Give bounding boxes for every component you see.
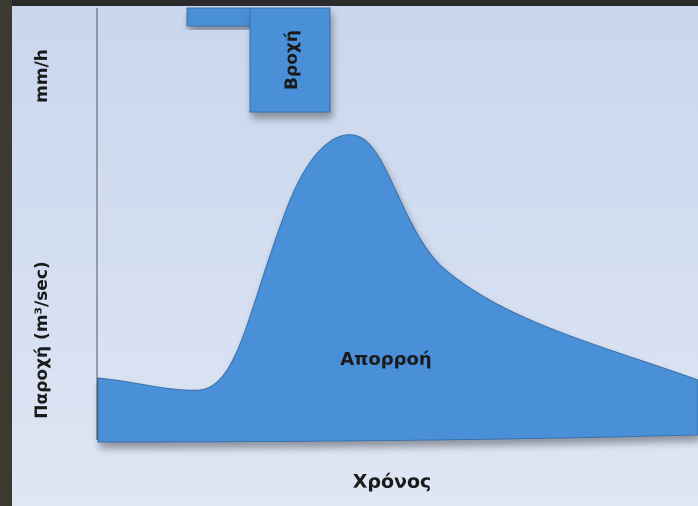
photo-edge <box>0 0 12 506</box>
flow-axis-label: Παροχή (m³/sec) <box>32 261 52 418</box>
rain-label: Βροχή <box>282 30 302 90</box>
top-border <box>12 0 698 6</box>
page: {"rain_axis_label": "mm/h", "rain_label"… <box>0 0 698 506</box>
runoff-label: Απορροή <box>340 349 432 370</box>
rain-bar-small <box>187 8 251 26</box>
time-axis-label: Χρόνος <box>353 471 432 493</box>
hydrograph-diagram: Βροχή Απορροή mm/h Παροχή (m³/sec) Χρόνο… <box>0 0 698 506</box>
rain-axis-label: mm/h <box>32 49 52 103</box>
